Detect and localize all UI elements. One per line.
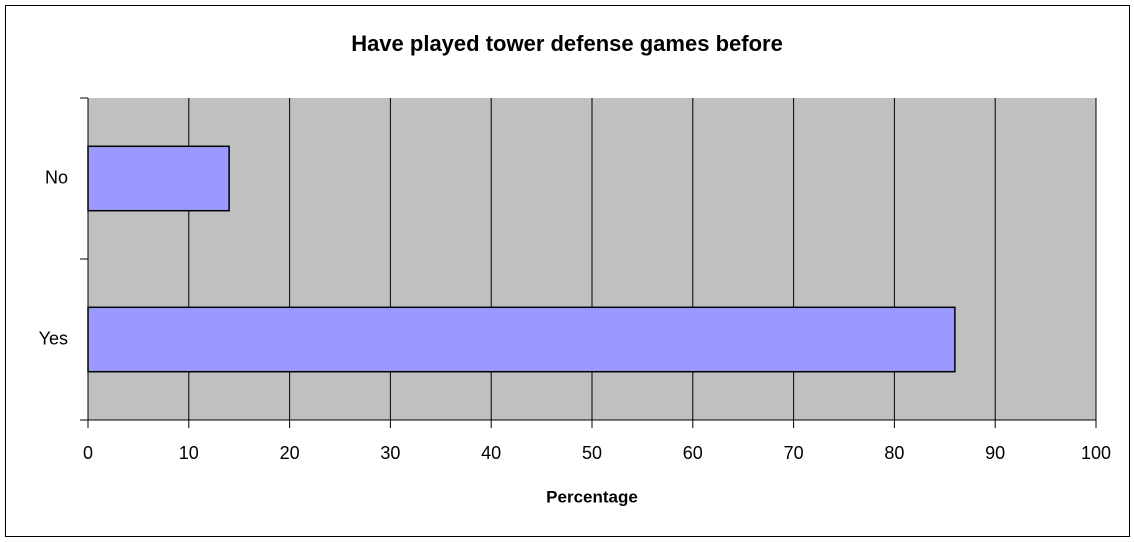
x-tick-label: 40 (481, 443, 501, 463)
x-tick-label: 70 (784, 443, 804, 463)
y-tick-label: No (45, 167, 68, 187)
x-tick-label: 80 (884, 443, 904, 463)
x-axis-label: Percentage (546, 487, 638, 506)
x-tick-label: 50 (582, 443, 602, 463)
x-tick-label: 30 (380, 443, 400, 463)
x-tick-label: 100 (1081, 443, 1111, 463)
x-tick-label: 90 (985, 443, 1005, 463)
chart-title: Have played tower defense games before (351, 31, 783, 56)
x-tick-label: 10 (179, 443, 199, 463)
bar (87, 306, 956, 373)
bar (87, 145, 230, 212)
y-tick-label: Yes (39, 328, 68, 348)
x-tick-label: 0 (83, 443, 93, 463)
x-tick-label: 20 (280, 443, 300, 463)
x-tick-label: 60 (683, 443, 703, 463)
